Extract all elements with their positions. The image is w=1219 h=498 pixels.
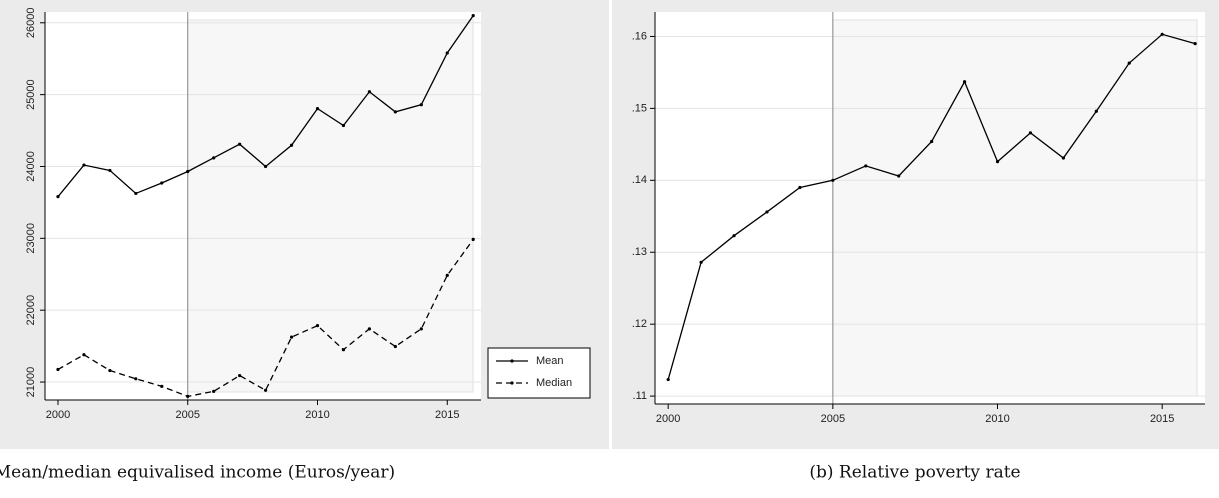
y-tick-label: 22000 <box>25 295 37 326</box>
data-point <box>367 90 372 94</box>
data-point <box>160 384 164 388</box>
data-point <box>445 273 449 277</box>
data-point <box>108 368 112 373</box>
data-point <box>962 80 967 84</box>
x-tick-label: 2010 <box>305 409 329 421</box>
data-point <box>186 394 190 399</box>
data-point <box>134 377 138 381</box>
data-point <box>393 344 397 349</box>
data-point <box>186 169 190 174</box>
data-point <box>995 160 1000 164</box>
caption: (a) Mean/median equivalised income (Euro… <box>0 463 395 483</box>
data-point <box>445 51 449 55</box>
y-tick-label: 25000 <box>25 79 37 110</box>
legend-label: Mean <box>536 355 564 367</box>
data-point <box>393 110 397 114</box>
y-tick-label: .12 <box>632 318 647 330</box>
data-point <box>864 164 868 168</box>
data-point <box>471 237 475 242</box>
y-tick-label: 21000 <box>25 367 37 398</box>
data-point <box>367 327 372 331</box>
data-point <box>1094 109 1098 113</box>
x-tick-label: 2015 <box>435 409 459 421</box>
data-point <box>82 353 86 357</box>
data-point <box>1127 61 1131 65</box>
data-point <box>1193 42 1197 46</box>
data-point <box>419 327 423 331</box>
data-point <box>238 142 242 146</box>
data-point <box>263 164 268 169</box>
legend-marker <box>510 381 514 385</box>
data-point <box>471 13 475 18</box>
x-tick-label: 2000 <box>46 409 70 421</box>
legend-box <box>487 347 591 399</box>
data-point <box>798 185 802 190</box>
x-tick-label: 2000 <box>656 413 680 425</box>
y-tick-label: .14 <box>632 174 647 186</box>
x-tick-label: 2005 <box>175 409 199 421</box>
data-point <box>134 191 138 196</box>
data-point <box>82 163 86 167</box>
x-tick-label: 2005 <box>821 413 845 425</box>
data-point <box>56 367 60 372</box>
legend-marker <box>510 359 514 363</box>
data-point <box>315 324 320 328</box>
data-point <box>108 168 112 173</box>
data-point <box>289 335 294 339</box>
y-tick-label: 26000 <box>25 7 37 38</box>
data-point <box>1028 131 1033 135</box>
data-point <box>1160 32 1164 36</box>
shaded-region <box>832 19 1198 397</box>
data-point <box>1061 156 1065 160</box>
data-point <box>160 181 164 185</box>
data-point <box>930 139 934 144</box>
y-tick-label: .13 <box>632 246 647 258</box>
x-tick-label: 2015 <box>1150 413 1174 425</box>
y-tick-label: 23000 <box>25 223 37 254</box>
data-point <box>897 174 901 178</box>
y-tick-label: .16 <box>632 30 647 42</box>
data-point <box>263 388 268 392</box>
data-point <box>831 178 835 182</box>
data-point <box>56 195 60 199</box>
data-point <box>419 103 423 107</box>
data-point <box>289 143 294 147</box>
y-tick-label: 24000 <box>25 151 37 182</box>
data-point <box>341 123 346 128</box>
shaded-region <box>187 19 474 393</box>
data-point <box>212 156 216 160</box>
data-point <box>341 348 346 352</box>
legend-label: Median <box>536 377 572 389</box>
data-point <box>238 373 242 378</box>
data-point <box>212 389 216 393</box>
data-point <box>666 377 670 382</box>
data-point <box>699 260 703 264</box>
data-point <box>732 234 736 238</box>
data-point <box>315 107 320 111</box>
y-tick-label: .11 <box>633 390 647 402</box>
x-tick-label: 2010 <box>985 413 1009 425</box>
y-tick-label: .15 <box>632 102 647 114</box>
caption: (b) Relative poverty rate <box>809 463 1020 483</box>
data-point <box>765 210 769 214</box>
